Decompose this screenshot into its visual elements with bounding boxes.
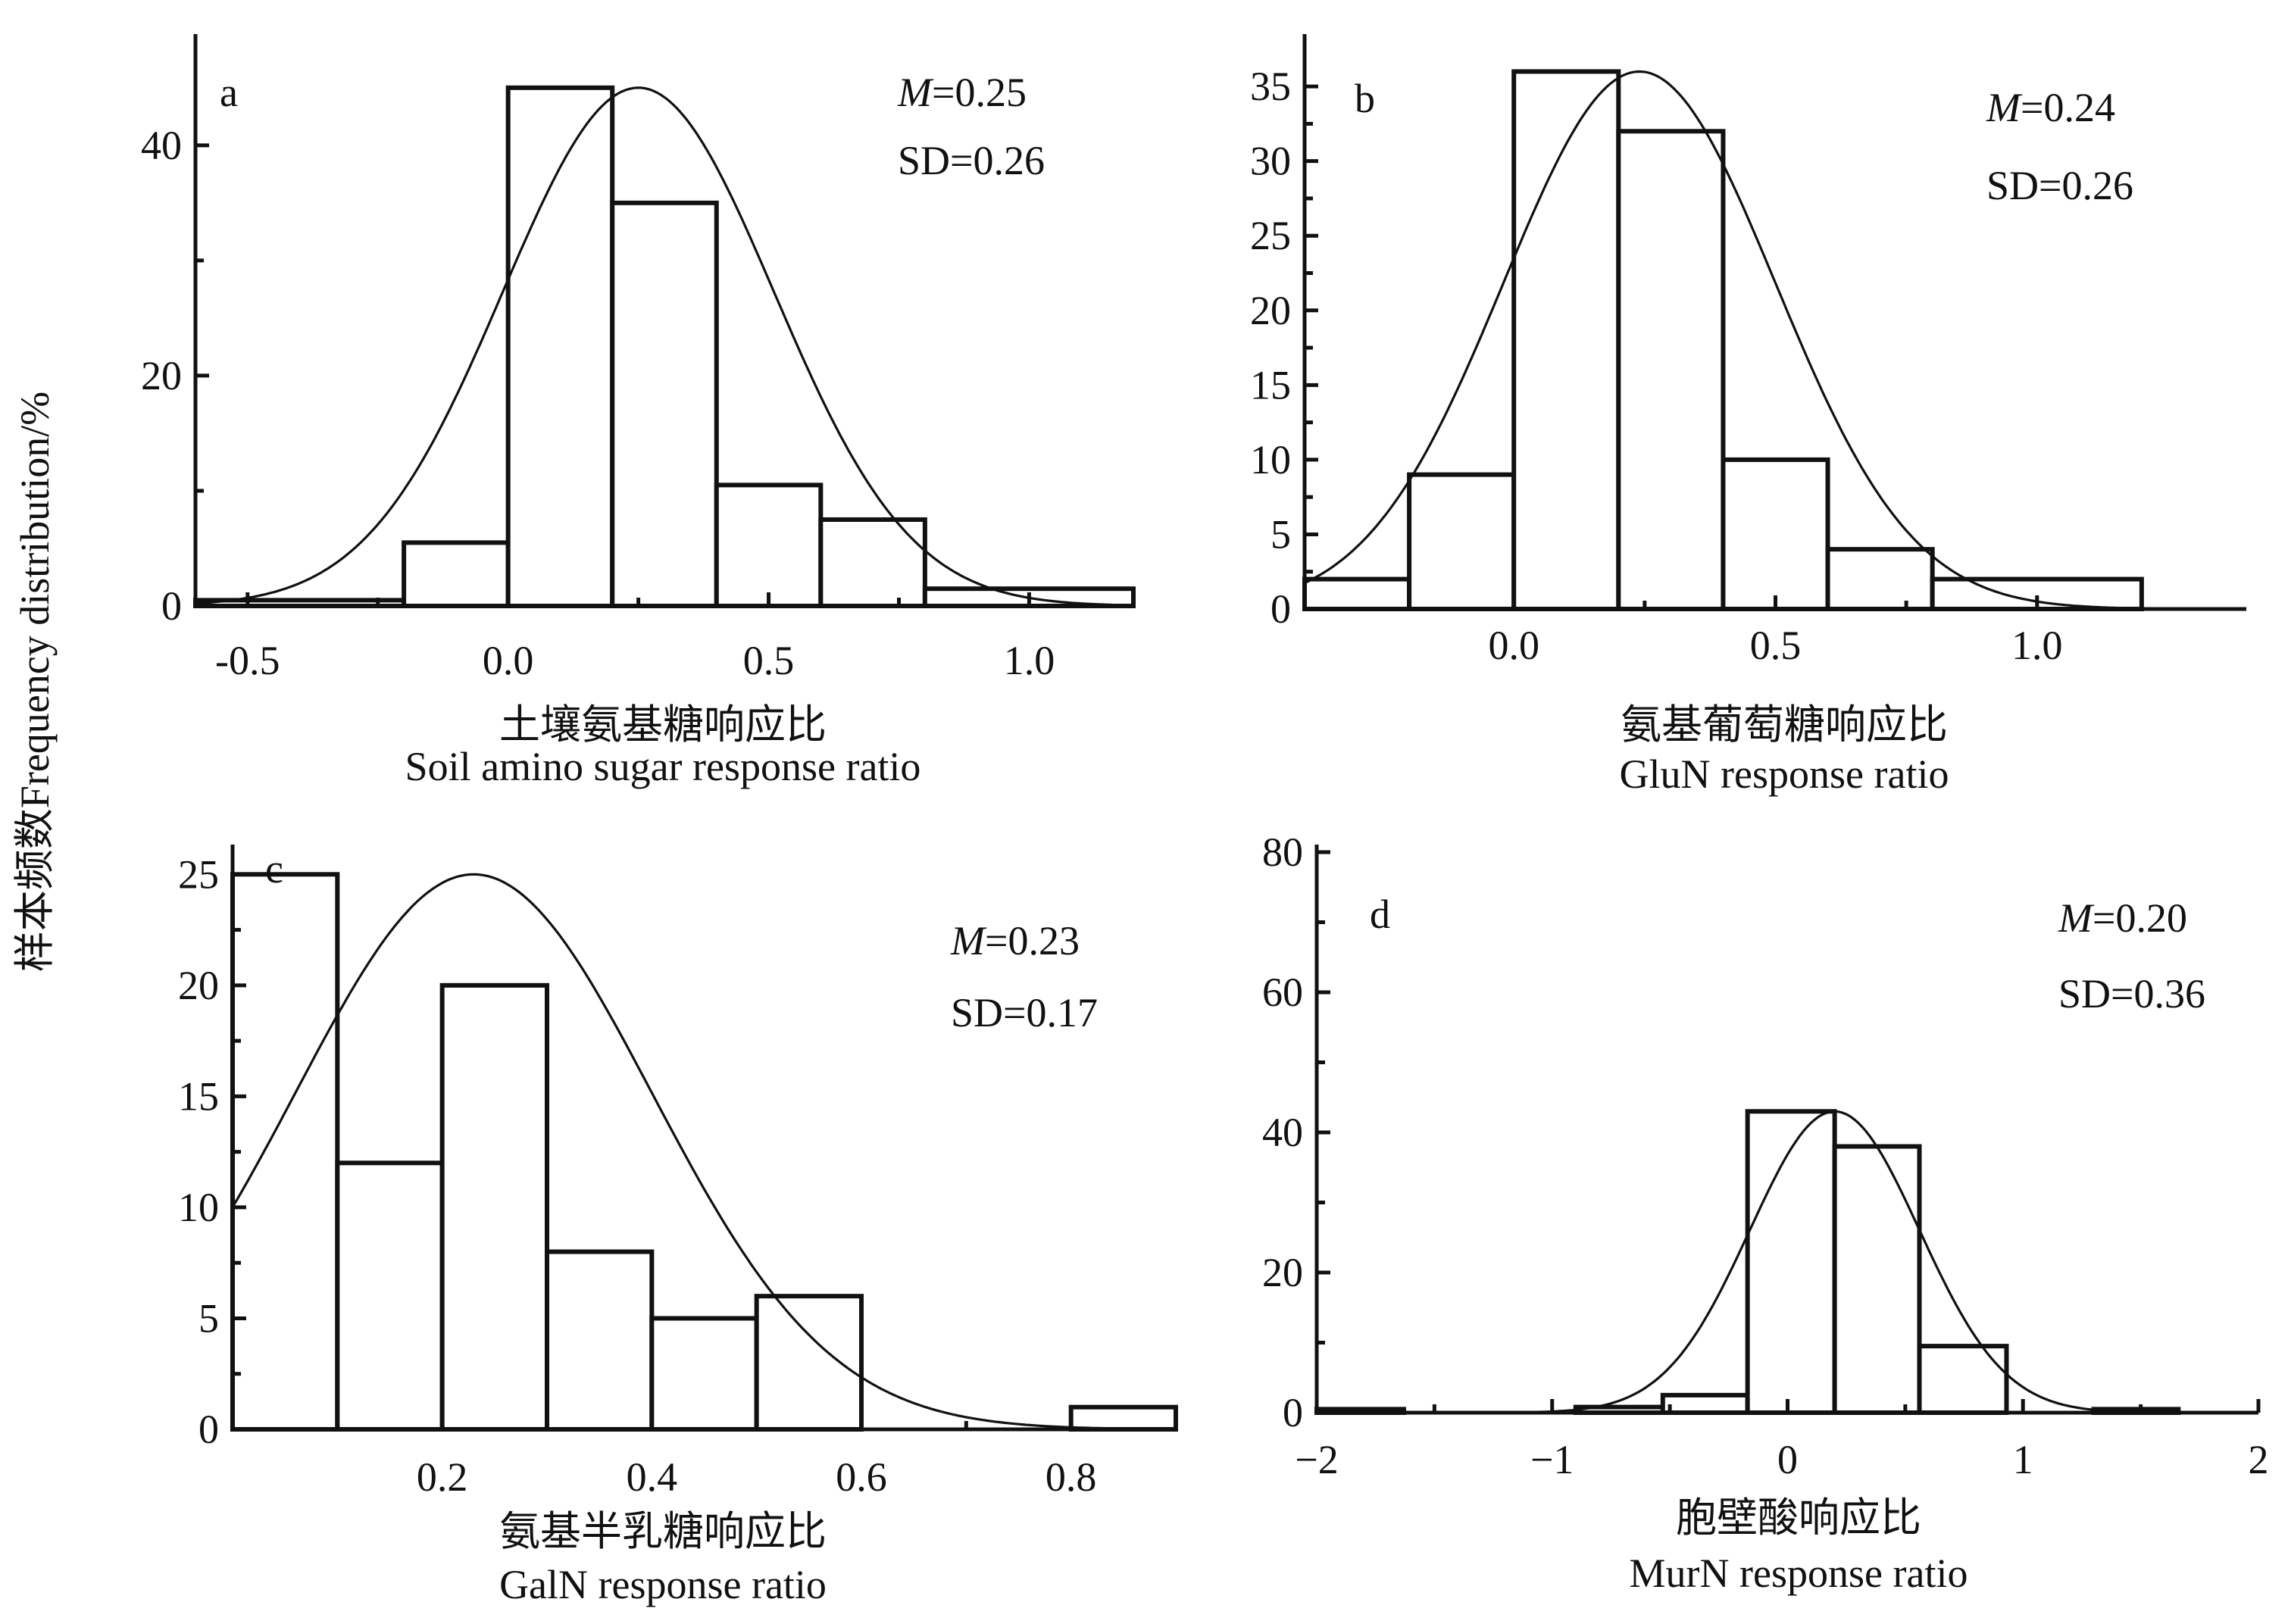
y-tick-label: 0 [198,1407,219,1452]
x-axis-label-en: GluN response ratio [1620,751,1949,797]
sd-annotation: SD=0.17 [951,990,1098,1035]
panel-letter: d [1370,892,1390,937]
y-tick-label: 25 [178,851,219,897]
panel-letter: c [265,846,283,892]
bars [1317,1111,2178,1413]
x-tick-label: 0.0 [1488,623,1539,668]
panel-letter: b [1355,76,1375,121]
y-tick-label: 5 [1271,511,1291,557]
x-axis-label-cn: 胞壁酸响应比 [1676,1495,1921,1541]
sd-annotation: SD=0.36 [2058,971,2205,1017]
y-tick-label: 35 [1250,64,1291,109]
y-tick-label: 20 [1262,1250,1303,1295]
mean-annotation: M=0.24 [1986,85,2115,130]
histogram-bar [717,485,821,606]
mean-symbol: M [950,918,987,963]
mean-value: =0.23 [985,918,1080,963]
y-tick-label: 40 [1262,1110,1303,1155]
y-tick-label: 20 [141,353,182,398]
y-tick-label: 40 [141,123,182,168]
histogram-bar [1305,579,1409,609]
y-tick-label: 10 [1250,437,1291,483]
x-tick-label: 0.6 [836,1454,887,1500]
panel-c: 0 5 10 15 20 25 0.2 0.4 0.6 0.8 c M=0.23 SD=0.17 氨基半乳… [178,845,1176,1607]
y-tick-label: 20 [178,963,219,1008]
x-tick-label: 0.5 [1750,623,1802,668]
y-tick-label: 15 [1250,362,1291,408]
x-tick-label: 0.2 [417,1454,468,1500]
y-tick-label: 20 [1250,288,1291,333]
y-tick-label: 80 [1262,829,1303,875]
x-tick-label: −1 [1530,1437,1574,1482]
mean-symbol: M [2058,895,2095,941]
bars [1305,71,2142,609]
y-tick-label: 0 [1271,586,1291,632]
x-tick-label: -0.5 [215,638,280,683]
panel-d: 0 20 40 60 80 −2 −1 0 1 2 d M=0.20 SD=0.36 胞壁酸响应比 MurN… [1262,829,2269,1596]
y-tick-label: 10 [178,1185,219,1230]
x-tick-label: 0 [1777,1437,1798,1482]
panel-a: 0 20 40 -0.5 0.0 0.5 1.0 a M=0.25 SD=0.26 土壤氨基糖响应比… [141,34,1133,789]
histogram-bar [757,1296,861,1429]
y-tick-label: 0 [161,583,182,629]
histogram-bar [612,203,717,606]
mean-annotation: M=0.25 [897,70,1027,115]
figure: 样本频数Frequency distribution/% 02040-0.5 0.… [0,0,2291,1624]
histogram-bar [233,874,337,1429]
y-tick-label: 60 [1262,970,1303,1015]
histogram-bar [1663,1395,1748,1413]
x-tick-label: 0.5 [743,638,795,683]
mean-value: =0.25 [932,70,1027,115]
x-tick-label: 0.4 [627,1454,678,1500]
histogram-bar [404,542,508,606]
panel-b: 0 5 10 15 20 25 30 35 0.0 0.5 1.0 b M=0.24 SD=0.26 氨基葡… [1250,34,2246,797]
mean-annotation: M=0.20 [2058,895,2187,941]
x-tick-label: 1.0 [1004,638,1055,683]
panel-letter: a [220,70,238,115]
y-tick-label: 30 [1250,139,1291,184]
x-axis-label-cn: 氨基半乳糖响应比 [499,1509,827,1554]
histogram-bar [1828,549,1933,609]
histogram-bar [652,1318,756,1429]
mean-value: =0.24 [2021,85,2115,130]
y-tick-label: 15 [178,1073,219,1119]
histogram-bar [1514,71,1618,609]
histogram-bar [1071,1407,1176,1429]
x-axis-label-en: GalN response ratio [499,1562,827,1607]
y-tick-label: 25 [1250,213,1291,258]
x-axis-label-en: Soil amino sugar response ratio [405,744,921,789]
histogram-bar [547,1252,652,1429]
histogram-bar [1920,1346,2007,1413]
y-tick-label: 5 [198,1295,219,1341]
mean-symbol: M [1986,85,2023,130]
x-tick-label: 1 [2013,1437,2033,1482]
shared-y-axis-label: 样本频数Frequency distribution/% [12,392,58,972]
y-axis-label: 样本频数Frequency distribution/% [12,392,58,972]
x-tick-label: 0.8 [1045,1454,1097,1500]
sd-annotation: SD=0.26 [898,138,1045,183]
x-axis-label-cn: 土壤氨基糖响应比 [499,702,827,748]
histogram-bar [1835,1147,1920,1413]
histogram-bar [1723,460,1827,609]
mean-symbol: M [897,70,934,115]
sd-annotation: SD=0.26 [1986,163,2133,208]
histogram-bar [1618,131,1723,609]
mean-annotation: M=0.23 [950,918,1080,963]
histogram-bar [1748,1111,1835,1413]
x-tick-label: −2 [1295,1437,1338,1482]
mean-value: =0.20 [2093,895,2187,941]
x-tick-label: 1.0 [2011,623,2063,668]
y-tick-label: 0 [1283,1390,1303,1435]
x-axis-label-cn: 氨基葡萄糖响应比 [1621,702,1948,748]
histogram-bar [1409,475,1514,609]
x-tick-label: 0.0 [483,638,534,683]
histogram-bar [337,1163,442,1429]
x-tick-label: 2 [2249,1437,2269,1482]
histogram-bar [820,520,925,606]
histogram-bar [442,985,547,1429]
x-axis-label-en: MurN response ratio [1630,1551,1968,1596]
